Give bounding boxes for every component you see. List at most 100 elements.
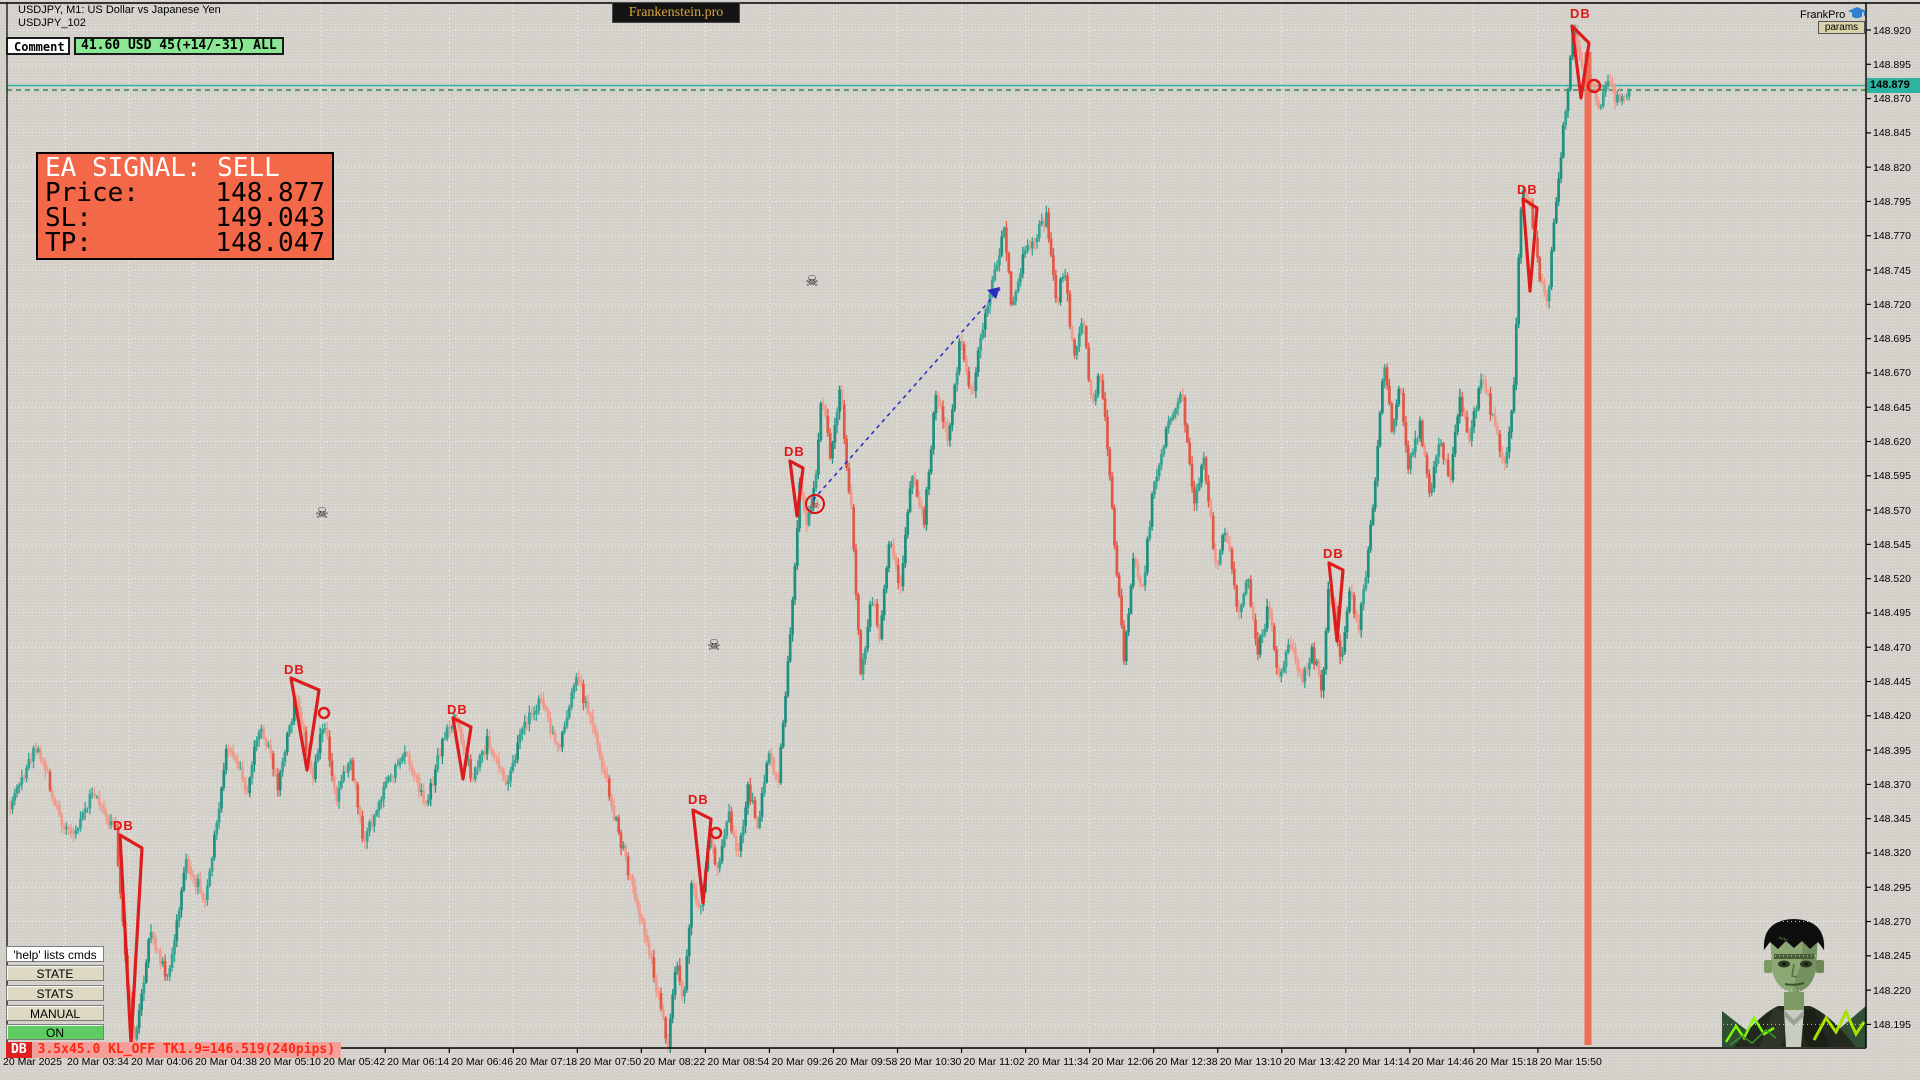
price-axis-label: 148.495	[1873, 607, 1911, 620]
trendline-dashed	[812, 288, 1001, 501]
graduation-cap-icon	[1848, 6, 1867, 24]
chart-objects: DB DB DB DB DB ☠ DB DB DB ☠ ☠ ☠	[113, 6, 1602, 1046]
brand-badge: Frankenstein.pro	[612, 2, 740, 23]
skull-icon: ☠	[805, 272, 818, 290]
db-flag-marker	[1521, 197, 1539, 293]
price-axis-label: 148.670	[1873, 367, 1911, 380]
price-axis-label: 148.745	[1873, 264, 1911, 277]
cmd-button-stats[interactable]: STATS	[6, 985, 104, 1001]
time-axis-label: 20 Mar 09:26	[771, 1056, 834, 1068]
time-axis-label: 20 Mar 04:06	[131, 1056, 193, 1068]
db-flag-marker	[451, 716, 473, 781]
ea-signal-text: EA SIGNAL: SELL	[45, 153, 280, 183]
price-axis-label: 148.220	[1873, 984, 1911, 997]
db-flag-marker	[1327, 561, 1345, 643]
time-axis-label: 20 Mar 05:10	[259, 1056, 321, 1068]
chart-symbol-title: USDJPY, M1: US Dollar vs Japanese Yen USD…	[18, 4, 221, 29]
price-axis-label: 148.570	[1873, 504, 1911, 517]
time-axis-label: 20 Mar 07:50	[579, 1056, 642, 1068]
loss-ring-icon	[317, 706, 331, 720]
price-axis-label: 148.420	[1873, 710, 1911, 723]
ea-price-value: 148.877	[215, 178, 325, 208]
skull-ring-icon	[805, 494, 825, 514]
red-skull-icon: ☠	[810, 498, 821, 512]
db-flag-label: DB	[284, 662, 305, 677]
price-axis-label: 148.595	[1873, 470, 1911, 483]
price-axis-label: 148.645	[1873, 401, 1911, 414]
loss-ring-icon	[709, 826, 723, 840]
trendline-arrow-icon	[987, 287, 1000, 299]
params-button[interactable]: params	[1818, 21, 1865, 34]
price-axis-label: 148.820	[1873, 161, 1911, 174]
price-axis-label: 148.520	[1873, 573, 1911, 586]
price-level-lines	[7, 84, 1866, 91]
db-flag-label: DB	[1323, 546, 1344, 561]
time-axis-label: 20 Mar 10:30	[899, 1056, 962, 1068]
price-axis-label: 148.370	[1873, 778, 1911, 791]
time-axis-label: 20 Mar 14:14	[1347, 1056, 1410, 1068]
db-flag-marker	[1570, 24, 1591, 100]
time-axis-label: 20 Mar 15:50	[1539, 1056, 1602, 1068]
loss-ring-icon	[1586, 78, 1602, 94]
price-axis-label: 148.245	[1873, 950, 1911, 963]
price-axis-label: 148.395	[1873, 744, 1911, 757]
frankenstein-avatar	[1722, 919, 1866, 1047]
time-axis-label: 20 Mar 11:02	[963, 1056, 1025, 1068]
ea-signal-panel: EA SIGNAL: SELL Price: 148.877 SL: 149.043…	[36, 152, 334, 260]
cmd-button-on[interactable]: ON	[6, 1024, 104, 1040]
time-axis-label: 20 Mar 13:42	[1283, 1056, 1346, 1068]
ea-price-label: Price:	[45, 178, 139, 208]
db-flag-label: DB	[1570, 6, 1591, 21]
db-flag-label: DB	[688, 792, 709, 807]
cmd-button-state[interactable]: STATE	[6, 965, 104, 981]
account-summary-display: 41.60 USD 45(+14/-31) ALL	[74, 37, 284, 55]
current-price-tag: 148.879	[1867, 78, 1920, 93]
cmd-button-manual[interactable]: MANUAL	[6, 1005, 104, 1021]
price-axis-label: 148.720	[1873, 298, 1911, 311]
time-axis-label: 20 Mar 14:46	[1411, 1056, 1474, 1068]
db-flag-label: DB	[113, 818, 134, 833]
status-text: 3.5x45.0 KL_OFF TK1.9=146.519(240pips)	[31, 1042, 342, 1058]
price-axis-label: 148.345	[1873, 813, 1911, 826]
db-flag-marker	[691, 808, 713, 905]
price-axis-label: 148.545	[1873, 538, 1911, 551]
skull-icon: ☠	[707, 636, 720, 654]
time-axis-label: 20 Mar 06:46	[451, 1056, 514, 1068]
price-axis-label: 148.895	[1873, 58, 1911, 71]
price-axis-label: 148.445	[1873, 676, 1911, 688]
ea-sl-label: SL:	[45, 203, 92, 233]
price-axis-label: 148.470	[1873, 641, 1911, 654]
time-axis-label: 20 Mar 04:38	[195, 1056, 257, 1068]
db-flag-marker	[118, 833, 144, 1046]
time-axis-label: 20 Mar 12:38	[1155, 1056, 1218, 1068]
skull-icon: ☠	[315, 504, 328, 522]
price-axis-label: 148.195	[1873, 1018, 1911, 1031]
cmd-button-help-lists-cmds[interactable]: 'help' lists cmds	[6, 946, 104, 962]
time-axis-label: 20 Mar 05:42	[323, 1056, 386, 1068]
price-axis-label: 148.920	[1873, 24, 1911, 37]
comment-button[interactable]: Comment	[6, 37, 70, 55]
db-flag-marker	[289, 676, 321, 772]
price-axis-label: 148.620	[1873, 435, 1911, 448]
time-axis-label: 20 Mar 08:54	[707, 1056, 770, 1068]
status-bar: DB 3.5x45.0 KL_OFF TK1.9=146.519(240pips…	[6, 1042, 342, 1058]
ea-tp-label: TP:	[45, 228, 92, 258]
db-flag-marker	[788, 459, 805, 518]
price-axis-label: 148.320	[1873, 847, 1911, 860]
time-axis-label: 20 Mar 09:58	[835, 1056, 898, 1068]
db-flag-label: DB	[447, 702, 468, 717]
price-axis-label: 148.270	[1873, 916, 1911, 929]
time-axis-label: 20 Mar 2025	[3, 1056, 62, 1068]
db-flag-label: DB	[784, 444, 805, 459]
ea-tp-value: 148.047	[215, 228, 325, 258]
time-axis-label: 20 Mar 08:22	[643, 1056, 706, 1068]
ea-subtitle: USDJPY_102	[18, 17, 86, 29]
db-flag-label: DB	[1517, 182, 1538, 197]
time-axis-label: 20 Mar 15:18	[1475, 1056, 1538, 1068]
account-name: FrankPro	[1800, 6, 1867, 24]
time-axis-label: 20 Mar 11:34	[1027, 1056, 1089, 1068]
account-name-label: FrankPro	[1800, 9, 1846, 21]
status-badge: DB	[6, 1042, 32, 1058]
